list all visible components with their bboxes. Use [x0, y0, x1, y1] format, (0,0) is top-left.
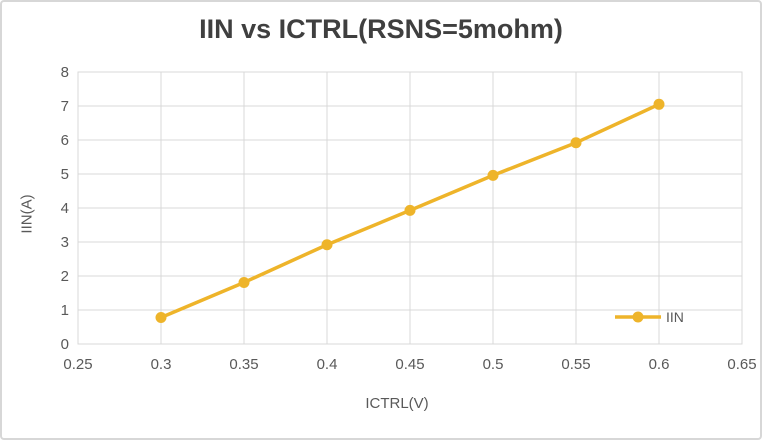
y-tick-label: 6	[61, 132, 69, 149]
x-tick-label: 0.45	[395, 356, 424, 373]
chart-title[interactable]: IIN vs ICTRL(RSNS=5mohm)	[199, 14, 563, 44]
data-point[interactable]	[155, 311, 167, 323]
y-tick-label: 8	[61, 64, 69, 81]
y-tick-label: 1	[61, 302, 69, 319]
data-point[interactable]	[238, 276, 250, 288]
x-tick-label: 0.4	[317, 356, 338, 373]
data-point[interactable]	[321, 239, 333, 251]
data-point[interactable]	[570, 137, 582, 149]
x-tick-label: 0.65	[727, 356, 756, 373]
legend-marker-point[interactable]	[632, 311, 644, 323]
x-tick-label: 0.55	[561, 356, 590, 373]
x-tick-label: 0.25	[63, 356, 92, 373]
legend-label[interactable]: IIN	[666, 309, 684, 325]
y-tick-label: 3	[61, 234, 69, 251]
y-axis-title[interactable]: IIN(A)	[18, 194, 36, 234]
x-tick-label: 0.5	[483, 356, 504, 373]
x-axis-title[interactable]: ICTRL(V)	[365, 395, 429, 412]
y-tick-label: 7	[61, 98, 69, 115]
x-tick-label: 0.35	[229, 356, 258, 373]
data-point[interactable]	[404, 204, 416, 216]
data-point[interactable]	[653, 98, 665, 110]
data-point[interactable]	[487, 169, 499, 181]
y-tick-label: 4	[61, 200, 69, 217]
plot-border	[77, 71, 743, 345]
y-tick-label: 5	[61, 166, 69, 183]
x-tick-label: 0.6	[649, 356, 670, 373]
y-tick-label: 0	[61, 336, 69, 353]
x-tick-label: 0.3	[151, 356, 172, 373]
y-tick-label: 2	[61, 268, 69, 285]
